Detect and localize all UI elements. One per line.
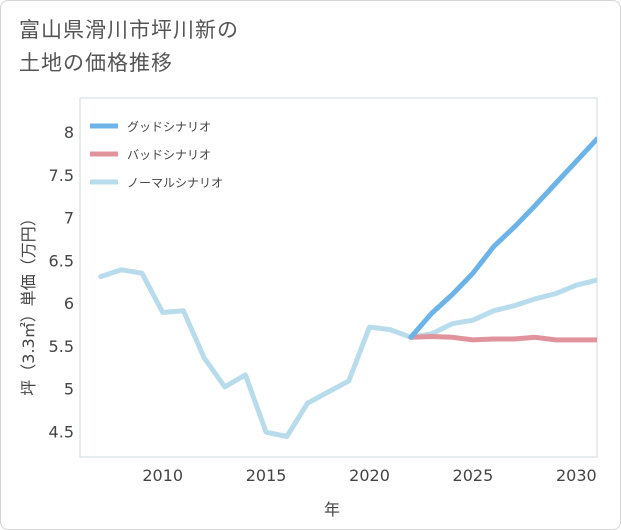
y-tick-label: 6.5 (49, 251, 74, 270)
x-axis-label: 年 (324, 500, 340, 519)
y-tick-label: 5 (64, 380, 74, 399)
legend-label-1: バッドシナリオ (127, 148, 211, 162)
legend-label-0: グッドシナリオ (127, 120, 211, 134)
chart-title: 富山県滑川市坪川新の 土地の価格推移 (19, 14, 439, 80)
y-tick-label: 6 (64, 294, 74, 313)
axes (79, 97, 598, 458)
series-lines (98, 136, 597, 439)
x-tick-label: 2025 (453, 466, 494, 485)
chart-title-line-1: 富山県滑川市坪川新の (19, 18, 239, 42)
y-tick-labels: 4.5 5 5.5 6 6.5 7 7.5 8 (49, 123, 74, 441)
y-tick-label: 7 (64, 209, 74, 228)
x-tick-label: 2015 (246, 466, 287, 485)
plot-area (79, 97, 598, 458)
y-tick-label: 8 (64, 123, 74, 142)
x-tick-label: 2030 (556, 466, 597, 485)
x-tick-label: 2020 (349, 466, 390, 485)
legend-label-2: ノーマルシナリオ (127, 176, 223, 190)
y-axis-label: 坪（3.3㎡）単価（万円） (19, 210, 38, 395)
y-tick-label: 7.5 (49, 166, 74, 185)
series-line-0 (408, 136, 597, 340)
x-tick-labels: 2010 2015 2020 2025 2030 (142, 466, 596, 485)
chart-title-line-2: 土地の価格推移 (19, 51, 173, 75)
y-tick-label: 5.5 (49, 337, 74, 356)
x-tick-label: 2010 (142, 466, 183, 485)
series-line-1 (408, 334, 597, 343)
series-line-2 (98, 267, 597, 439)
y-tick-label: 4.5 (49, 422, 74, 441)
